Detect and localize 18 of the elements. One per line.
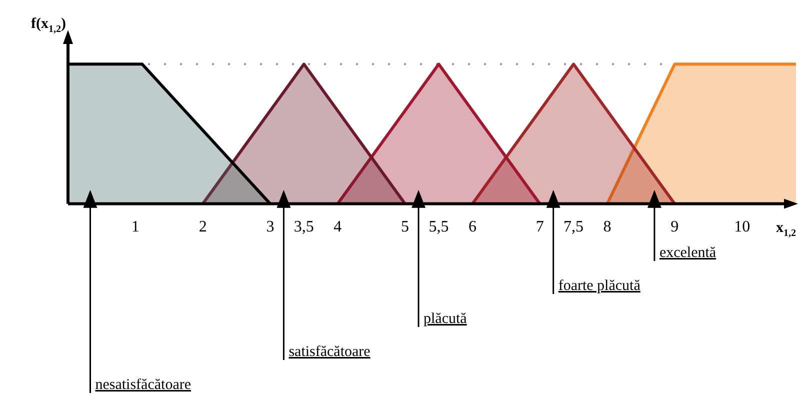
text: foarte plăcută <box>558 278 641 294</box>
x-tick-label: 3 <box>266 218 274 236</box>
text: nesatisfăcătoare <box>95 377 192 393</box>
x-tick-label: 7,5 <box>564 218 584 236</box>
x-tick-label: 9 <box>670 218 679 236</box>
x-tick-label: 8 <box>603 218 612 236</box>
x-tick-label: 7 <box>536 218 544 236</box>
x-tick-label: 6 <box>468 218 476 236</box>
x-tick-label: 2 <box>198 218 207 236</box>
x-tick-label: 5,5 <box>428 218 449 236</box>
x-tick-label: 10 <box>734 218 750 236</box>
text: plăcută <box>424 311 468 327</box>
x-tick-label: 3,5 <box>294 218 314 236</box>
x-tick-label: 1 <box>131 218 140 236</box>
x-tick-label: 5 <box>401 218 410 236</box>
x-tick-label: 4 <box>334 218 342 236</box>
text: satisfăcătoare <box>288 344 371 360</box>
text: excelentă <box>659 245 716 261</box>
